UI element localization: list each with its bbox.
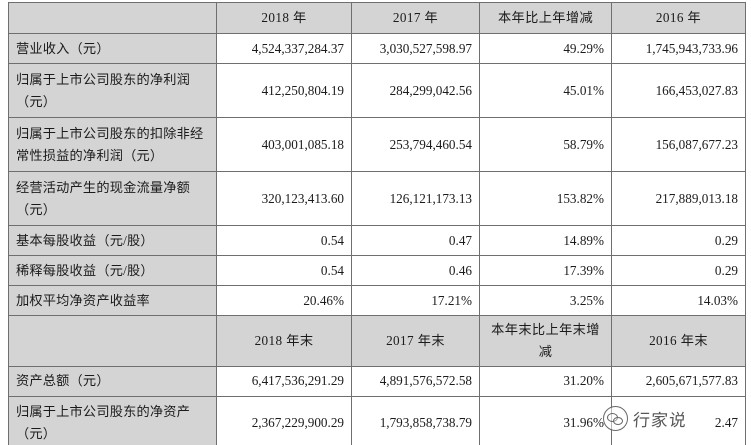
cell-weighted-roe-2018: 20.46%: [216, 285, 352, 316]
table-row: 归属于上市公司股东的净利润（元） 412,250,804.19 284,299,…: [8, 63, 746, 118]
cell-basic-eps-2018: 0.54: [216, 225, 352, 256]
row-label-net-profit: 归属于上市公司股东的净利润（元）: [8, 63, 217, 118]
cell-basic-eps-2017: 0.47: [351, 225, 480, 256]
cell-total-assets-2018: 6,417,536,291.29: [216, 365, 352, 397]
table-row: 营业收入（元） 4,524,337,284.37 3,030,527,598.9…: [8, 33, 746, 64]
cell-operating-cash-flow-2017: 126,121,173.13: [351, 171, 480, 226]
table-row: 基本每股收益（元/股） 0.54 0.47 14.89% 0.29: [8, 225, 746, 256]
header-cell-yoy-change: 本年比上年增减: [479, 2, 612, 34]
header-cell-blank: [8, 2, 217, 34]
cell-revenue-2017: 3,030,527,598.97: [351, 33, 480, 64]
cell-net-profit-deducted-2016: 156,087,677.23: [611, 117, 746, 172]
table-row: 加权平均净资产收益率 20.46% 17.21% 3.25% 14.03%: [8, 285, 746, 316]
header-cell-2017: 2017 年: [351, 2, 480, 34]
cell-weighted-roe-change: 3.25%: [479, 285, 612, 316]
row-label-net-assets: 归属于上市公司股东的净资产（元）: [8, 395, 217, 445]
row-label-basic-eps: 基本每股收益（元/股）: [8, 225, 217, 256]
cell-revenue-2018: 4,524,337,284.37: [216, 33, 352, 64]
row-label-operating-cash-flow: 经营活动产生的现金流量净额（元）: [8, 171, 217, 226]
row-label-weighted-roe: 加权平均净资产收益率: [8, 285, 217, 316]
row-label-revenue: 营业收入（元）: [8, 33, 217, 64]
header-cell-2018-year-end: 2018 年末: [216, 315, 352, 367]
table-row: 资产总额（元） 6,417,536,291.29 4,891,576,572.5…: [8, 365, 746, 397]
cell-net-assets-2018: 2,367,229,900.29: [216, 395, 352, 445]
cell-weighted-roe-2016: 14.03%: [611, 285, 746, 316]
cell-total-assets-change: 31.20%: [479, 365, 612, 397]
cell-basic-eps-change: 14.89%: [479, 225, 612, 256]
cell-basic-eps-2016: 0.29: [611, 225, 746, 256]
cell-net-profit-2016: 166,453,027.83: [611, 63, 746, 118]
cell-operating-cash-flow-2018: 320,123,413.60: [216, 171, 352, 226]
cell-operating-cash-flow-2016: 217,889,013.18: [611, 171, 746, 226]
cell-net-assets-change: 31.96%: [479, 395, 612, 445]
cell-net-profit-deducted-2017: 253,794,460.54: [351, 117, 480, 172]
table-header-row-year-end: 2018 年末 2017 年末 本年末比上年末增减 2016 年末: [8, 315, 746, 367]
header-cell-2017-year-end: 2017 年末: [351, 315, 480, 367]
header-cell-2016-year-end: 2016 年末: [611, 315, 746, 367]
cell-revenue-2016: 1,745,943,733.96: [611, 33, 746, 64]
cell-net-assets-2016: 2.47: [611, 395, 746, 445]
table-row: 经营活动产生的现金流量净额（元） 320,123,413.60 126,121,…: [8, 171, 746, 226]
table-row: 稀释每股收益（元/股） 0.54 0.46 17.39% 0.29: [8, 255, 746, 286]
table-header-row-period: 2018 年 2017 年 本年比上年增减 2016 年: [8, 2, 746, 34]
cell-revenue-change: 49.29%: [479, 33, 612, 64]
cell-net-assets-2017: 1,793,858,738.79: [351, 395, 480, 445]
table-row: 归属于上市公司股东的扣除非经常性损益的净利润（元） 403,001,085.18…: [8, 117, 746, 172]
cell-diluted-eps-2018: 0.54: [216, 255, 352, 286]
table-row: 归属于上市公司股东的净资产（元） 2,367,229,900.29 1,793,…: [8, 395, 746, 445]
header-cell-year-end-change: 本年末比上年末增减: [479, 315, 612, 367]
cell-net-profit-deducted-2018: 403,001,085.18: [216, 117, 352, 172]
header-cell-blank-year-end: [8, 315, 217, 367]
cell-net-profit-change: 45.01%: [479, 63, 612, 118]
cell-operating-cash-flow-change: 153.82%: [479, 171, 612, 226]
cell-diluted-eps-2017: 0.46: [351, 255, 480, 286]
financial-summary-table: 2018 年 2017 年 本年比上年增减 2016 年 营业收入（元） 4,5…: [8, 2, 746, 445]
cell-diluted-eps-2016: 0.29: [611, 255, 746, 286]
cell-weighted-roe-2017: 17.21%: [351, 285, 480, 316]
row-label-diluted-eps: 稀释每股收益（元/股）: [8, 255, 217, 286]
row-label-total-assets: 资产总额（元）: [8, 365, 217, 397]
cell-diluted-eps-change: 17.39%: [479, 255, 612, 286]
header-cell-2018: 2018 年: [216, 2, 352, 34]
row-label-net-profit-deducted: 归属于上市公司股东的扣除非经常性损益的净利润（元）: [8, 117, 217, 172]
cell-net-profit-deducted-change: 58.79%: [479, 117, 612, 172]
cell-total-assets-2016: 2,605,671,577.83: [611, 365, 746, 397]
header-cell-2016: 2016 年: [611, 2, 746, 34]
cell-total-assets-2017: 4,891,576,572.58: [351, 365, 480, 397]
cell-net-profit-2017: 284,299,042.56: [351, 63, 480, 118]
cell-net-profit-2018: 412,250,804.19: [216, 63, 352, 118]
